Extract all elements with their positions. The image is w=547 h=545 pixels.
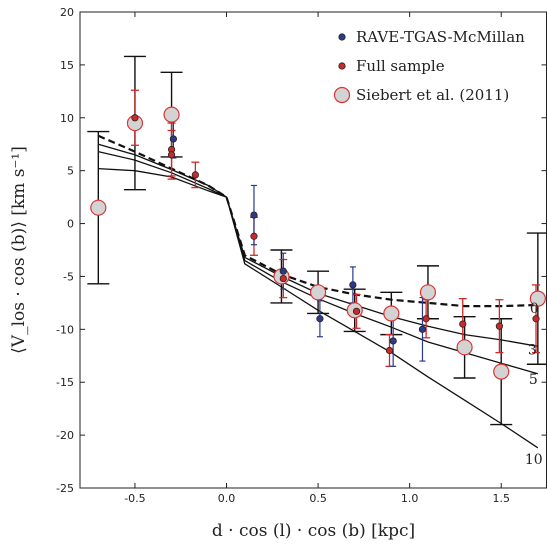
legend-label: RAVE-TGAS-McMillan (356, 28, 525, 46)
y-tick-label: 5 (67, 165, 74, 178)
y-tick-label: -10 (56, 323, 74, 336)
full-sample-point (385, 346, 394, 355)
model-curve-5 (98, 150, 538, 375)
siebert-point (90, 199, 107, 216)
full-sample-point (250, 232, 258, 240)
x-tick-label: 0.5 (309, 492, 327, 505)
rave-point (279, 267, 287, 275)
y-tick-label: -5 (63, 270, 74, 283)
y-tick-label: -25 (56, 482, 74, 495)
model-curve-10 (98, 167, 539, 449)
data-points (90, 106, 546, 380)
y-tick-label: 20 (60, 6, 74, 19)
model-curve-3 (98, 143, 538, 347)
siebert-point (529, 290, 546, 307)
siebert-point (493, 363, 510, 380)
y-tick-label: 10 (60, 112, 74, 125)
legend-marker (338, 33, 346, 41)
full-sample-point (352, 307, 361, 315)
x-tick-label: 0.0 (218, 492, 236, 505)
full-sample-point (422, 315, 430, 323)
siebert-point (383, 305, 400, 322)
x-axis-label: d · cos (l) · cos (b) [kpc] (212, 521, 415, 541)
x-tick-labels: -0.5 0.0 0.5 1.0 1.5 (124, 492, 510, 505)
full-sample-point (279, 274, 287, 283)
curve-labels: 0 3 5 10 (525, 301, 543, 468)
legend-label: Siebert et al. (2011) (356, 86, 509, 104)
x-tick-label: 1.0 (401, 492, 419, 505)
y-tick-label: 0 (67, 218, 74, 231)
curve-label-0: 0 (530, 301, 539, 317)
axis-ticks (80, 11, 547, 489)
rave-point (389, 337, 397, 345)
curve-label-5: 5 (529, 372, 538, 388)
x-tick-label: -0.5 (124, 492, 145, 505)
siebert-point (456, 339, 473, 356)
y-tick-labels: -25 -20 -15 -10 -5 0 5 10 15 20 (56, 6, 74, 495)
legend-label: Full sample (356, 57, 445, 75)
rave-point (316, 315, 324, 323)
curve-label-3: 3 (528, 342, 537, 358)
curve-label-10: 10 (525, 452, 543, 468)
full-sample-point (191, 171, 199, 179)
full-sample-point (532, 315, 540, 323)
plot-frame (79, 11, 547, 489)
full-sample-point (167, 151, 176, 159)
y-tick-label: -15 (56, 376, 74, 389)
siebert-point (309, 284, 327, 301)
error-bars (87, 55, 547, 426)
siebert-point (419, 284, 437, 301)
plot-border (79, 11, 547, 489)
rave-point (250, 211, 258, 219)
full-sample-point (495, 322, 503, 330)
y-tick-label: 15 (60, 59, 74, 72)
x-tick-label: 1.5 (492, 492, 510, 505)
y-tick-label: -20 (56, 429, 74, 442)
legend: RAVE-TGAS-McMillan Full sample Siebert et … (333, 28, 525, 104)
rave-point (169, 135, 177, 143)
y-axis-label: ⟨V_los · cos (b)⟩ [km s⁻¹] (9, 146, 29, 354)
rave-point (349, 281, 357, 289)
full-sample-point (131, 114, 139, 122)
siebert-point (163, 106, 180, 123)
legend-marker (338, 62, 346, 70)
full-sample-point (459, 320, 467, 328)
legend-marker-siebert (333, 86, 351, 104)
rave-point (418, 325, 427, 333)
